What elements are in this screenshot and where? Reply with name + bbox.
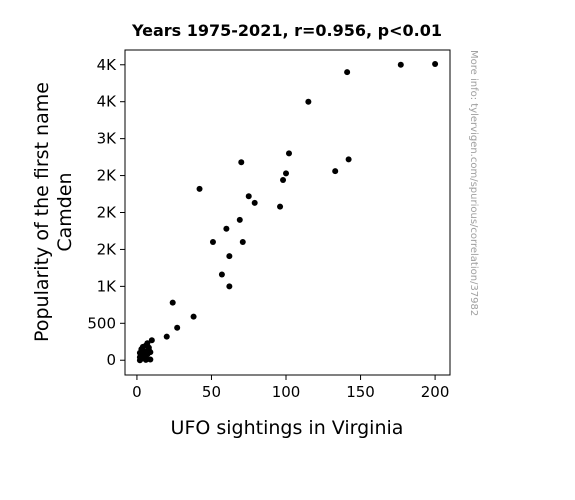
x-tick-label-0: 0	[132, 383, 142, 401]
data-point-44	[432, 61, 439, 68]
y-tick-label-0: 0	[106, 351, 116, 369]
data-point-39	[305, 98, 312, 105]
x-axis-ticks: 0 50 100 150 200	[132, 375, 449, 401]
data-point-31	[238, 159, 245, 166]
y-tick-label-5: 2K	[97, 167, 118, 185]
data-point-9	[147, 356, 154, 363]
y-tick-label-7: 4K	[97, 93, 118, 111]
data-point-22	[169, 299, 176, 306]
y-axis-ticks: 0 500 1K 2K 2K 2K 3K 4K 4K	[87, 56, 125, 369]
data-point-30	[236, 216, 243, 223]
data-point-36	[280, 177, 287, 183]
x-tick-label-1: 50	[202, 383, 221, 401]
data-point-20	[163, 333, 170, 340]
x-tick-label-3: 150	[346, 383, 375, 401]
data-point-43	[397, 61, 404, 68]
y-tick-label-3: 2K	[97, 240, 118, 258]
y-tick-label-2: 1K	[97, 277, 118, 295]
data-point-32	[239, 239, 246, 246]
x-tick-label-4: 200	[421, 383, 450, 401]
data-point-16	[148, 337, 155, 344]
data-point-25	[209, 239, 216, 246]
data-point-40	[332, 168, 339, 175]
data-point-34	[251, 199, 258, 206]
data-point-28	[226, 283, 233, 290]
data-point-21	[174, 324, 181, 331]
x-axis-label: UFO sightings in Virginia	[171, 417, 404, 439]
plot-area-frame	[124, 49, 451, 376]
data-point-42	[345, 156, 352, 163]
data-point-19	[142, 356, 149, 363]
chart-title: Years 1975-2021, r=0.956, p<0.01	[131, 21, 442, 40]
data-points	[136, 61, 439, 364]
y-axis-label-line-2: Camden	[54, 172, 76, 251]
data-point-27	[223, 225, 230, 232]
data-point-24	[196, 185, 203, 192]
data-point-29	[226, 253, 233, 260]
data-point-41	[344, 69, 351, 76]
data-point-38	[285, 150, 292, 157]
data-point-17	[147, 349, 154, 356]
data-point-18	[136, 354, 143, 361]
data-point-33	[245, 193, 252, 200]
y-tick-label-8: 4K	[97, 56, 118, 74]
data-point-26	[218, 271, 225, 278]
y-tick-label-6: 3K	[97, 130, 118, 148]
x-tick-label-2: 100	[272, 383, 301, 401]
y-tick-label-1: 500	[87, 314, 116, 332]
data-point-35	[277, 203, 284, 210]
data-point-37	[283, 170, 290, 177]
y-axis-label: Popularity of the first name Camden	[31, 82, 76, 342]
y-axis-label-line-1: Popularity of the first name	[31, 82, 53, 342]
y-tick-label-4: 2K	[97, 204, 118, 222]
source-note: More info: tylervigen.com/spurious/corre…	[468, 50, 479, 316]
source-note-text: More info: tylervigen.com/spurious/corre…	[468, 50, 479, 316]
data-point-23	[190, 313, 197, 320]
